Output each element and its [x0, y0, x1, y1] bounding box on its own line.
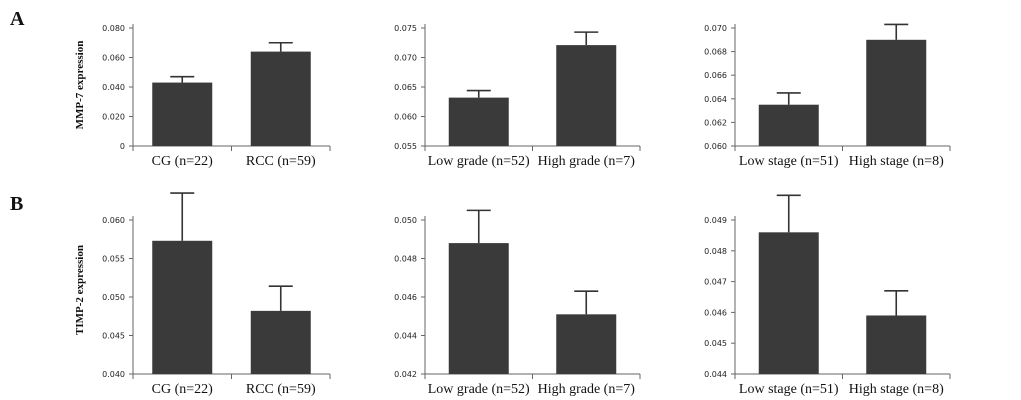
y-tick-label: 0.048 — [394, 255, 417, 264]
y-tick-label: 0.044 — [394, 332, 417, 341]
y-tick-label: 0.060 — [704, 142, 727, 151]
chart-6: 0.044 0.045 0.046 0.047 0.048 0.049 Low stage … — [704, 194, 951, 397]
bar — [250, 51, 311, 146]
y-tick-label: 0.060 — [394, 113, 417, 122]
chart-2: 0.055 0.060 0.065 0.070 0.075 Low grade (n=52… — [394, 24, 641, 169]
category-label: High grade (n=7) — [538, 154, 636, 169]
y-tick-label: 0.049 — [704, 216, 727, 225]
panel-label-a: A — [10, 8, 25, 30]
panel-label-b: B — [10, 193, 23, 215]
chart-5: 0.042 0.044 0.046 0.048 0.050 Low grade (n=52… — [394, 209, 641, 397]
y-tick-label: 0.044 — [704, 370, 727, 379]
y-tick-label: 0.065 — [394, 83, 417, 92]
y-tick-label: 0.060 — [102, 216, 125, 225]
row-b-ylabel: TIMP-2 expression — [74, 245, 86, 335]
y-tick-label: 0.045 — [102, 332, 125, 341]
category-label: RCC (n=59) — [246, 382, 316, 397]
y-tick-label: 0.064 — [704, 95, 727, 104]
y-tick-label: 0.055 — [102, 255, 125, 264]
category-label: Low grade (n=52) — [428, 154, 530, 169]
bar — [448, 243, 509, 374]
bar — [758, 104, 819, 146]
y-tick-label: 0.048 — [704, 247, 727, 256]
y-tick-label: 0.046 — [394, 293, 417, 302]
y-tick-label: 0.062 — [704, 118, 727, 127]
bar — [152, 240, 213, 374]
bar — [448, 97, 509, 146]
category-label: Low stage (n=51) — [739, 154, 839, 169]
y-tick-label: 0.050 — [102, 293, 125, 302]
category-label: High grade (n=7) — [538, 382, 636, 397]
y-tick-label: 0.040 — [102, 370, 125, 379]
y-tick-label: 0.050 — [394, 216, 417, 225]
chart-3: 0.060 0.062 0.064 0.066 0.068 0.070 Low stage … — [704, 23, 951, 169]
y-tick-label: 0.047 — [704, 278, 727, 287]
y-tick-label: 0.070 — [704, 24, 727, 33]
y-tick-label: 0.040 — [102, 83, 125, 92]
y-tick-label: 0.075 — [394, 24, 417, 33]
category-label: High stage (n=8) — [849, 382, 944, 397]
category-label: CG (n=22) — [152, 382, 214, 397]
category-label: CG (n=22) — [152, 154, 214, 169]
y-tick-label: 0.055 — [394, 142, 417, 151]
category-label: Low stage (n=51) — [739, 382, 839, 397]
bar — [152, 82, 213, 146]
y-tick-label: 0.042 — [394, 370, 417, 379]
category-label: High stage (n=8) — [849, 154, 944, 169]
bar — [556, 314, 617, 374]
bar — [866, 315, 927, 374]
category-label: Low grade (n=52) — [428, 382, 530, 397]
chart-1: 0 0.020 0.040 0.060 0.080 CG (n=22) RCC (n=59) — [102, 24, 331, 169]
y-tick-label: 0.066 — [704, 71, 727, 80]
y-tick-label: 0 — [120, 142, 125, 151]
row-a-ylabel: MMP-7 expression — [74, 41, 86, 130]
y-tick-label: 0.060 — [102, 54, 125, 63]
bar — [556, 45, 617, 146]
y-tick-label: 0.068 — [704, 48, 727, 57]
charts-group: 0 0.020 0.040 0.060 0.080 CG (n=22) RCC (n=59)… — [102, 23, 951, 397]
y-tick-label: 0.045 — [704, 339, 727, 348]
bar — [250, 310, 311, 374]
y-tick-label: 0.020 — [102, 113, 125, 122]
y-tick-label: 0.046 — [704, 308, 727, 317]
y-tick-label: 0.070 — [394, 54, 417, 63]
y-tick-label: 0.080 — [102, 24, 125, 33]
category-label: RCC (n=59) — [246, 154, 316, 169]
chart-4: 0.040 0.045 0.050 0.055 0.060 CG (n=22) RCC (n… — [102, 192, 331, 397]
bar — [866, 39, 927, 146]
bar — [758, 232, 819, 374]
